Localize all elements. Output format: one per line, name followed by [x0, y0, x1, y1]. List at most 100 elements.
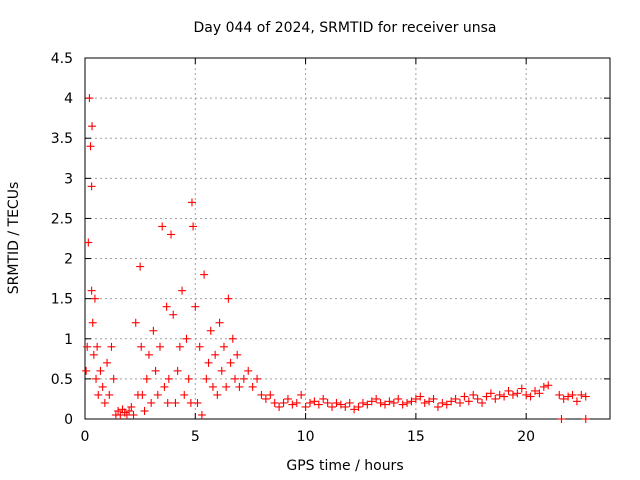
- data-point: [328, 402, 337, 411]
- x-tick-label: 20: [517, 429, 535, 445]
- data-point: [279, 398, 288, 407]
- x-axis-label: GPS time / hours: [286, 458, 403, 474]
- data-point: [213, 390, 222, 399]
- data-point: [164, 374, 173, 383]
- x-tick-label: 0: [81, 429, 90, 445]
- y-tick-label: 3: [64, 171, 73, 187]
- data-point: [158, 222, 167, 231]
- data-point: [500, 392, 509, 401]
- data-point: [345, 398, 354, 407]
- data-point: [253, 374, 262, 383]
- data-point: [559, 394, 568, 403]
- data-point: [193, 398, 202, 407]
- y-axis-label: SRMTID / TECUs: [6, 182, 22, 295]
- data-point: [85, 94, 94, 103]
- data-point: [160, 382, 169, 391]
- data-point: [144, 350, 153, 359]
- data-point: [244, 366, 253, 375]
- data-point: [191, 302, 200, 311]
- data-point: [151, 366, 160, 375]
- data-point: [504, 386, 513, 395]
- data-point: [526, 392, 535, 401]
- data-point: [88, 318, 97, 327]
- data-point: [513, 389, 522, 398]
- chart-title: Day 044 of 2024, SRMTID for receiver uns…: [193, 20, 496, 36]
- data-point: [86, 142, 95, 151]
- data-point: [189, 222, 198, 231]
- data-point: [261, 394, 270, 403]
- data-point: [93, 342, 102, 351]
- data-point: [163, 398, 172, 407]
- data-point: [197, 410, 206, 419]
- data-point: [100, 398, 109, 407]
- data-point: [257, 390, 266, 399]
- data-point: [215, 318, 224, 327]
- data-point: [297, 390, 306, 399]
- data-point: [171, 398, 180, 407]
- data-point: [535, 389, 544, 398]
- data-point: [464, 397, 473, 406]
- data-point: [92, 374, 101, 383]
- data-point: [577, 390, 586, 399]
- data-point: [314, 400, 323, 409]
- data-point: [310, 397, 319, 406]
- grid: [85, 58, 610, 419]
- data-point: [555, 390, 564, 399]
- data-point: [398, 400, 407, 409]
- data-point: [478, 398, 487, 407]
- y-tick-label: 1: [64, 332, 73, 348]
- data-point: [564, 392, 573, 401]
- data-point: [156, 342, 164, 351]
- x-tick-label: 15: [407, 429, 425, 445]
- data-point: [341, 402, 350, 411]
- y-tick-label: 4.5: [51, 51, 73, 67]
- data-points: [82, 94, 590, 423]
- data-point: [425, 397, 434, 406]
- data-point: [306, 398, 314, 407]
- data-point: [114, 406, 123, 415]
- y-tick-label: 3.5: [51, 131, 73, 147]
- data-point: [411, 394, 420, 403]
- data-point: [184, 374, 193, 383]
- data-point: [572, 397, 581, 406]
- data-point: [217, 366, 226, 375]
- y-tick-label: 4: [64, 91, 73, 107]
- data-point: [266, 390, 275, 399]
- data-point: [416, 392, 425, 401]
- data-point: [96, 366, 105, 375]
- data-point: [226, 358, 235, 367]
- x-tick-label: 5: [191, 429, 200, 445]
- data-point: [211, 350, 220, 359]
- data-point: [367, 397, 376, 406]
- data-point: [153, 390, 162, 399]
- data-point: [180, 390, 189, 399]
- data-point: [557, 415, 566, 423]
- data-point: [469, 390, 478, 399]
- data-point: [82, 366, 91, 375]
- data-point: [389, 398, 398, 407]
- data-point: [187, 198, 196, 207]
- data-point: [127, 402, 136, 411]
- data-point: [169, 310, 178, 319]
- data-point: [376, 398, 385, 407]
- data-point: [149, 326, 158, 335]
- data-point: [83, 342, 92, 351]
- plot-frame: [84, 57, 611, 420]
- data-point: [107, 342, 116, 351]
- data-point: [429, 394, 438, 403]
- y-tick-label: 2.5: [51, 211, 73, 227]
- data-point: [283, 394, 292, 403]
- data-point: [447, 397, 456, 406]
- data-point: [438, 398, 447, 407]
- data-point: [162, 302, 171, 311]
- data-point: [491, 394, 500, 403]
- data-point: [90, 294, 99, 303]
- data-point: [105, 390, 114, 399]
- data-point: [323, 398, 332, 407]
- data-point: [94, 390, 103, 399]
- data-point: [200, 270, 209, 279]
- data-point: [167, 230, 176, 239]
- x-axis: 0 5 10 15 20: [81, 58, 535, 445]
